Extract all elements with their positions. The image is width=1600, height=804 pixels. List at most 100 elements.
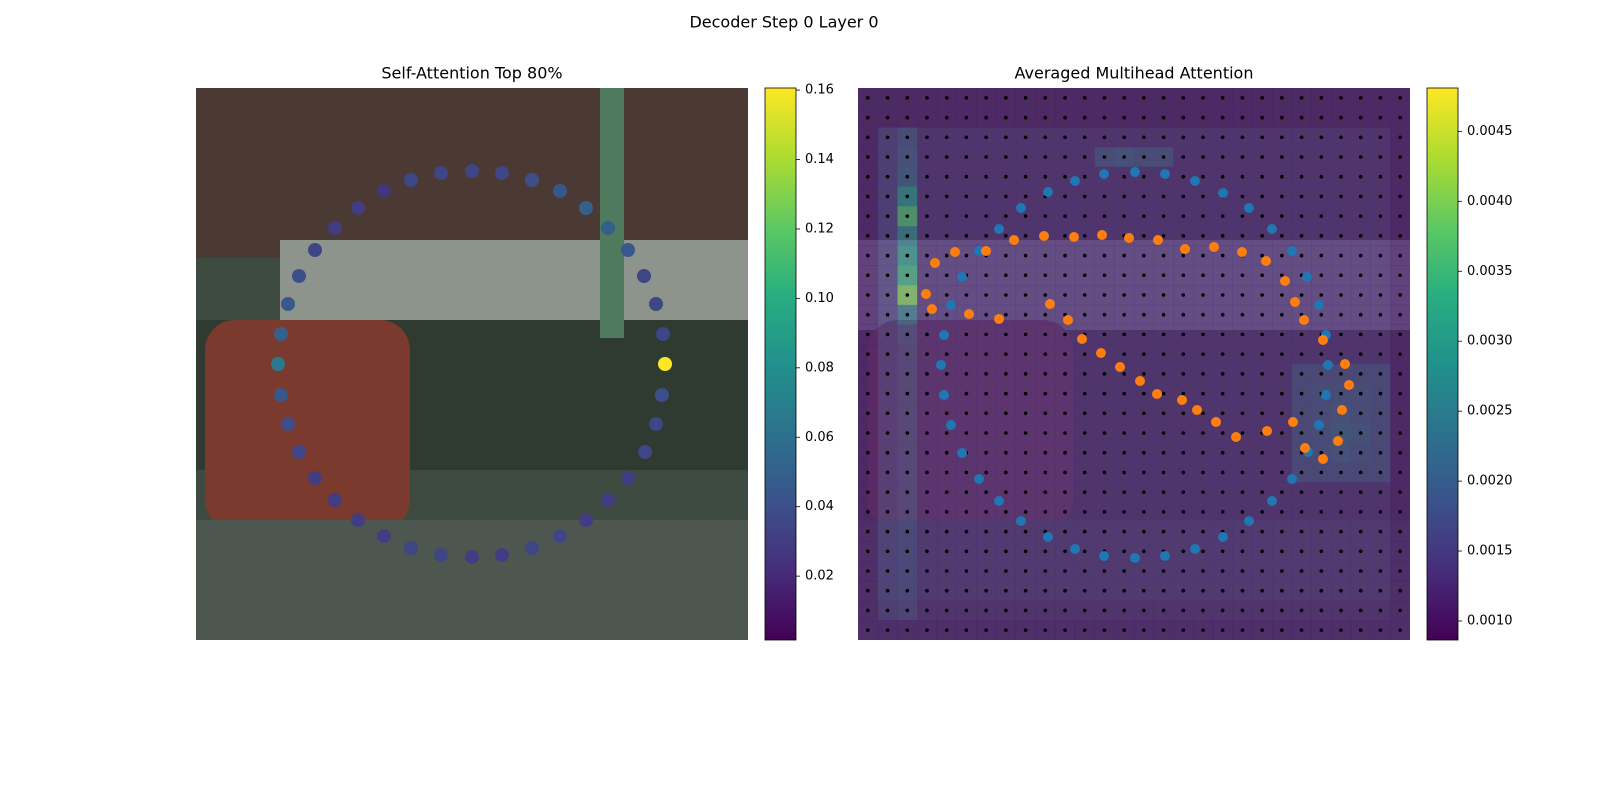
sample-dot bbox=[1063, 234, 1067, 238]
sample-dot bbox=[1240, 569, 1245, 573]
sample-dot bbox=[1378, 214, 1383, 218]
sample-dot bbox=[1161, 234, 1166, 238]
sample-dot bbox=[1358, 529, 1363, 534]
sample-dot bbox=[1299, 431, 1304, 435]
sample-dot bbox=[1142, 135, 1146, 140]
sample-dot bbox=[1240, 372, 1245, 376]
sample-dot bbox=[1201, 549, 1205, 554]
point bbox=[1314, 420, 1324, 430]
sample-dot bbox=[1161, 431, 1166, 435]
point bbox=[649, 297, 663, 311]
point bbox=[939, 390, 949, 400]
sample-dot bbox=[1260, 293, 1264, 297]
sample-dot bbox=[885, 253, 890, 258]
sample-dot bbox=[1240, 490, 1245, 494]
sample-dot bbox=[1398, 431, 1402, 435]
sample-dot bbox=[1220, 214, 1225, 218]
sample-dot bbox=[1161, 96, 1166, 100]
sample-dot bbox=[1339, 431, 1343, 435]
sample-dot bbox=[1082, 253, 1087, 258]
sample-dot bbox=[925, 96, 929, 100]
point bbox=[292, 445, 306, 459]
sample-dot bbox=[1280, 234, 1284, 238]
sample-dot bbox=[1201, 470, 1205, 475]
colorbar bbox=[1426, 87, 1459, 641]
sample-dot bbox=[1082, 431, 1087, 435]
sample-dot bbox=[1161, 588, 1166, 593]
sample-dot bbox=[1161, 115, 1166, 120]
point bbox=[936, 360, 946, 370]
sample-dot bbox=[1201, 628, 1205, 632]
sample-dot bbox=[866, 490, 870, 494]
point bbox=[1099, 169, 1109, 179]
sample-dot bbox=[1181, 549, 1186, 554]
sample-dot bbox=[964, 411, 969, 416]
sample-dot bbox=[1181, 391, 1186, 396]
sample-dot bbox=[1181, 411, 1186, 416]
sample-dot bbox=[925, 135, 929, 140]
sample-dot bbox=[944, 214, 949, 218]
point bbox=[994, 314, 1004, 324]
sample-dot bbox=[1358, 115, 1363, 120]
sample-dot bbox=[1339, 391, 1343, 396]
sample-dot bbox=[1142, 569, 1146, 573]
sample-dot bbox=[1122, 431, 1126, 435]
sample-dot bbox=[984, 174, 988, 179]
sample-dot bbox=[1240, 431, 1245, 435]
sample-dot bbox=[1004, 214, 1008, 218]
sample-dot bbox=[1142, 529, 1146, 534]
sample-dot bbox=[925, 450, 929, 455]
sample-dot bbox=[1319, 194, 1324, 199]
sample-dot bbox=[1358, 411, 1363, 416]
sample-dot bbox=[1181, 490, 1186, 494]
sample-dot bbox=[925, 569, 929, 573]
sample-dot bbox=[1063, 450, 1067, 455]
sample-dot bbox=[1398, 510, 1402, 514]
sample-dot bbox=[1339, 253, 1343, 258]
sample-dot bbox=[1339, 135, 1343, 140]
sample-dot bbox=[944, 411, 949, 416]
sample-dot bbox=[1102, 293, 1107, 297]
sample-dot bbox=[1358, 194, 1363, 199]
sample-dot bbox=[1004, 549, 1008, 554]
sample-dot bbox=[964, 135, 969, 140]
sample-dot bbox=[1181, 372, 1186, 376]
colorbar-tick-label: 0.0045 bbox=[1467, 124, 1513, 139]
sample-dot bbox=[1260, 470, 1264, 475]
sample-dot bbox=[1299, 391, 1304, 396]
sample-dot bbox=[1339, 628, 1343, 632]
point bbox=[921, 289, 931, 299]
sample-dot bbox=[1201, 529, 1205, 534]
sample-dot bbox=[1201, 312, 1205, 317]
sample-dot bbox=[964, 174, 969, 179]
sample-dot bbox=[1398, 588, 1402, 593]
sample-dot bbox=[964, 588, 969, 593]
sample-dot bbox=[1201, 135, 1205, 140]
sample-dot bbox=[1378, 234, 1383, 238]
sample-dot bbox=[1398, 352, 1402, 356]
sample-dot bbox=[885, 293, 890, 297]
sample-dot bbox=[1181, 96, 1186, 100]
sample-dot bbox=[1181, 293, 1186, 297]
sample-dot bbox=[1023, 352, 1028, 356]
sample-dot bbox=[1161, 450, 1166, 455]
point bbox=[328, 493, 342, 507]
sample-dot bbox=[944, 569, 949, 573]
sample-dot bbox=[1260, 312, 1264, 317]
point bbox=[1287, 246, 1297, 256]
point bbox=[655, 388, 669, 402]
sample-dot bbox=[1043, 352, 1048, 356]
sample-dot bbox=[1280, 332, 1284, 337]
sample-dot bbox=[1063, 569, 1067, 573]
sample-dot bbox=[1082, 490, 1087, 494]
sample-dot bbox=[1161, 372, 1166, 376]
sample-dot bbox=[1280, 96, 1284, 100]
sample-dot bbox=[1201, 450, 1205, 455]
sample-dot bbox=[1220, 174, 1225, 179]
point bbox=[637, 269, 651, 283]
sample-dot bbox=[964, 352, 969, 356]
sample-dot bbox=[944, 352, 949, 356]
sample-dot bbox=[1063, 332, 1067, 337]
sample-dot bbox=[1181, 431, 1186, 435]
point bbox=[1192, 405, 1202, 415]
